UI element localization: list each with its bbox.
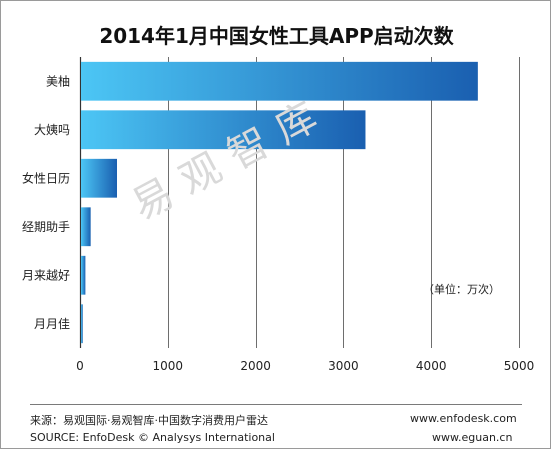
source-cn: 来源：易观国际·易观智库·中国数字消费用户雷达 [30,414,268,427]
unit-label: （单位：万次） [423,283,500,296]
x-tick-label: 5000 [504,359,535,373]
bar [81,207,91,247]
chart-title: 2014年1月中国女性工具APP启动次数 [99,24,454,48]
x-tick-label: 3000 [328,359,359,373]
category-label: 月来越好 [22,268,70,282]
category-label: 美柚 [46,73,70,88]
url-enfodesk: www.enfodesk.com [410,412,517,425]
bar [81,110,366,150]
bar [81,304,83,344]
x-tick-label: 4000 [416,359,447,373]
x-tick-label: 2000 [240,359,271,373]
category-label: 月月佳 [34,317,70,331]
x-tick-label: 1000 [153,359,184,373]
bar [81,255,86,295]
x-tick-label: 0 [76,359,84,373]
bar [81,61,478,101]
category-label: 大姨吗 [34,123,70,137]
footer-divider [30,404,522,405]
category-label: 经期助手 [22,220,70,234]
url-eguan: www.eguan.cn [432,431,513,444]
category-label: 女性日历 [22,170,70,185]
bar [81,158,117,198]
source-en: SOURCE: EnfoDesk © Analysys Internationa… [30,431,275,444]
